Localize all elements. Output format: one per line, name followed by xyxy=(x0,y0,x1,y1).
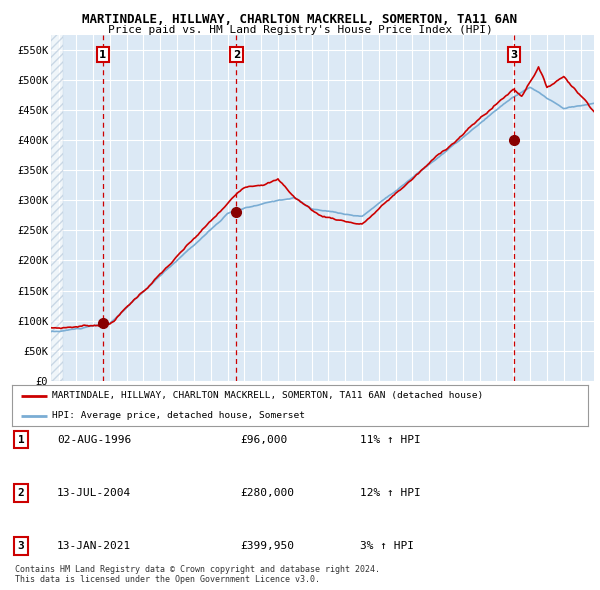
Text: £96,000: £96,000 xyxy=(240,435,287,444)
Text: 3: 3 xyxy=(511,50,518,60)
Text: 1: 1 xyxy=(99,50,106,60)
Text: MARTINDALE, HILLWAY, CHARLTON MACKRELL, SOMERTON, TA11 6AN (detached house): MARTINDALE, HILLWAY, CHARLTON MACKRELL, … xyxy=(52,391,484,401)
Text: Price paid vs. HM Land Registry's House Price Index (HPI): Price paid vs. HM Land Registry's House … xyxy=(107,25,493,35)
Text: HPI: Average price, detached house, Somerset: HPI: Average price, detached house, Some… xyxy=(52,411,305,420)
Text: £399,950: £399,950 xyxy=(240,541,294,550)
Text: 1: 1 xyxy=(17,435,25,444)
Text: £280,000: £280,000 xyxy=(240,488,294,497)
Text: 12% ↑ HPI: 12% ↑ HPI xyxy=(360,488,421,497)
Text: 2: 2 xyxy=(233,50,240,60)
Text: 2: 2 xyxy=(17,488,25,497)
Text: 13-JUL-2004: 13-JUL-2004 xyxy=(57,488,131,497)
Text: 13-JAN-2021: 13-JAN-2021 xyxy=(57,541,131,550)
Text: 3% ↑ HPI: 3% ↑ HPI xyxy=(360,541,414,550)
Text: 3: 3 xyxy=(17,541,25,550)
Text: Contains HM Land Registry data © Crown copyright and database right 2024.
This d: Contains HM Land Registry data © Crown c… xyxy=(15,565,380,584)
Text: 11% ↑ HPI: 11% ↑ HPI xyxy=(360,435,421,444)
Text: 02-AUG-1996: 02-AUG-1996 xyxy=(57,435,131,444)
Text: MARTINDALE, HILLWAY, CHARLTON MACKRELL, SOMERTON, TA11 6AN: MARTINDALE, HILLWAY, CHARLTON MACKRELL, … xyxy=(83,13,517,26)
